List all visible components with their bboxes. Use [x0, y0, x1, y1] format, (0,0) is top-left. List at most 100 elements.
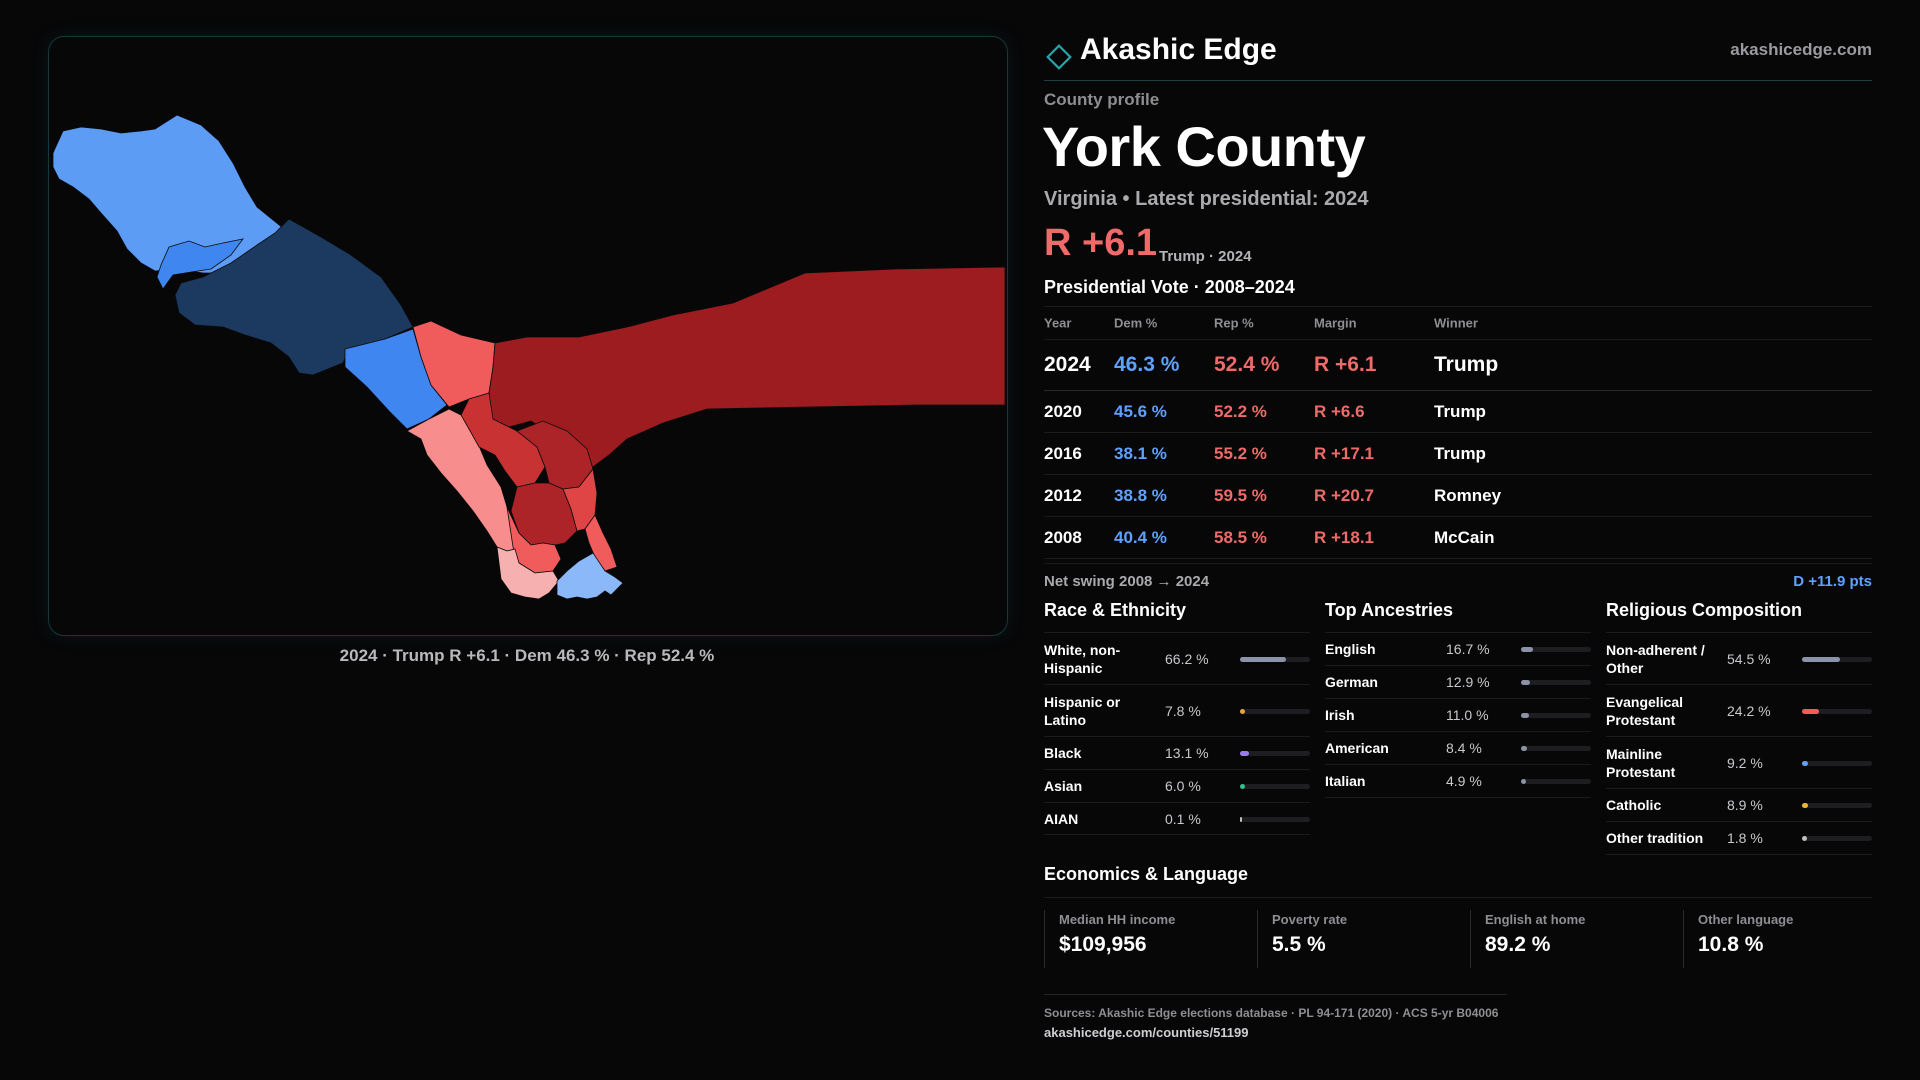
share-bar-track: [1521, 746, 1591, 751]
margin-cell: R +17.1: [1314, 443, 1375, 463]
county-map[interactable]: [48, 36, 1008, 636]
page-title: York County: [1042, 115, 1366, 178]
demo-label: American: [1325, 740, 1389, 756]
share-bar-fill: [1240, 656, 1287, 662]
religion-section: Religious Composition Non-adherent / Oth…: [1606, 600, 1872, 855]
share-bar-fill: [1802, 656, 1841, 662]
county-permalink[interactable]: akashicedge.com/counties/51199: [1044, 1025, 1249, 1040]
brand-name: Akashic Edge: [1080, 33, 1277, 66]
demo-percent: 9.2 %: [1727, 754, 1763, 771]
precinct-map-svg: [52, 114, 1006, 600]
religion-section-title: Religious Composition: [1606, 600, 1872, 633]
map-precinct[interactable]: [556, 552, 624, 600]
margin-cell: R +6.6: [1314, 401, 1365, 421]
map-precinct[interactable]: [344, 328, 448, 430]
demo-label: AIAN: [1044, 810, 1079, 827]
share-bar-track: [1521, 779, 1591, 784]
demo-label: Italian: [1325, 773, 1366, 789]
net-swing-label: Net swing 2008 → 2024: [1044, 573, 1210, 590]
headline-note: Trump · 2024: [1159, 248, 1252, 265]
demo-label: Non-adherent / Other: [1606, 641, 1705, 676]
year-cell: 2012: [1044, 485, 1082, 505]
county-subtitle: Virginia • Latest presidential: 2024: [1044, 188, 1369, 210]
net-swing: Net swing 2008 → 2024 D +11.9 pts: [1044, 563, 1872, 594]
map-precinct[interactable]: [174, 218, 414, 376]
demo-percent: 12.9 %: [1446, 674, 1490, 690]
table-header-row: Year Dem % Rep % Margin Winner: [1044, 307, 1872, 340]
share-bar-fill: [1521, 680, 1531, 685]
rep-cell: 52.4 %: [1214, 353, 1280, 376]
header: Akashic Edge akashicedge.com: [1044, 28, 1872, 81]
ancestry-rows: English 16.7 % German 12.9 % Irish 11.0 % Amer…: [1325, 633, 1591, 798]
votes-section-title: Presidential Vote · 2008–2024: [1044, 277, 1295, 297]
share-bar-track: [1802, 656, 1872, 662]
header-margin: Margin: [1314, 315, 1357, 331]
year-cell: 2016: [1044, 443, 1082, 463]
econ-label: Median HH income: [1059, 912, 1176, 927]
demo-label: Mainline Protestant: [1606, 745, 1676, 780]
demo-label: Black: [1044, 745, 1082, 761]
winner-cell: McCain: [1434, 527, 1495, 547]
list-item: Other tradition 1.8 %: [1606, 822, 1872, 855]
share-bar-fill: [1521, 746, 1527, 751]
race-rows: White, non-Hispanic 66.2 % Hispanic or Lat…: [1044, 633, 1310, 835]
demo-percent: 8.4 %: [1446, 740, 1482, 756]
demo-percent: 6.0 %: [1165, 778, 1201, 794]
list-item: Non-adherent / Other 54.5 %: [1606, 633, 1872, 685]
demo-label: Evangelical Protestant: [1606, 693, 1684, 728]
table-row: 2020 45.6 % 52.2 % R +6.6 Trump: [1044, 391, 1872, 433]
share-bar-track: [1802, 836, 1872, 841]
margin-cell: R +18.1: [1314, 527, 1375, 547]
profile-kicker: County profile: [1044, 90, 1160, 109]
demo-label: Asian: [1044, 778, 1083, 794]
table-row: 2024 46.3 % 52.4 % R +6.1 Trump: [1044, 340, 1872, 391]
rep-cell: 52.2 %: [1214, 401, 1267, 421]
share-bar-track: [1802, 803, 1872, 808]
map-caption: 2024 · Trump R +6.1 · Dem 46.3 % · Rep 5…: [339, 646, 715, 665]
margin-cell: R +20.7: [1314, 485, 1375, 505]
share-bar-track: [1240, 751, 1310, 756]
share-bar-fill: [1521, 779, 1526, 784]
list-item: Italian 4.9 %: [1325, 765, 1591, 798]
share-bar-track: [1802, 760, 1872, 766]
share-bar-fill: [1240, 708, 1246, 714]
ancestry-section-title: Top Ancestries: [1325, 600, 1591, 633]
demo-label: White, non-Hispanic: [1044, 641, 1121, 676]
list-item: Evangelical Protestant 24.2 %: [1606, 685, 1872, 737]
econ-card: English at home 89.2 %: [1470, 910, 1687, 968]
economics-section-title: Economics & Language: [1044, 864, 1872, 898]
list-item: English 16.7 %: [1325, 633, 1591, 666]
brand-url-link[interactable]: akashicedge.com: [1730, 40, 1872, 59]
winner-cell: Romney: [1434, 485, 1502, 505]
econ-card: Other language 10.8 %: [1683, 910, 1900, 968]
econ-card: Poverty rate 5.5 %: [1257, 910, 1474, 968]
dem-cell: 38.1 %: [1114, 443, 1167, 463]
list-item: AIAN 0.1 %: [1044, 803, 1310, 835]
share-bar-fill: [1802, 803, 1809, 808]
header-year: Year: [1044, 315, 1072, 331]
map-precinct[interactable]: [156, 238, 244, 290]
votes-table: Year Dem % Rep % Margin Winner 2024 46.3…: [1044, 306, 1872, 559]
econ-label: English at home: [1485, 912, 1586, 927]
share-bar-fill: [1240, 751, 1250, 756]
dem-cell: 38.8 %: [1114, 485, 1167, 505]
winner-cell: Trump: [1434, 401, 1486, 421]
demo-percent: 54.5 %: [1727, 650, 1771, 667]
demo-percent: 7.8 %: [1165, 702, 1201, 719]
share-bar-fill: [1240, 816, 1242, 822]
share-bar-track: [1521, 680, 1591, 685]
demo-percent: 24.2 %: [1727, 702, 1771, 719]
econ-value: 89.2 %: [1485, 933, 1551, 956]
table-row: 2016 38.1 % 55.2 % R +17.1 Trump: [1044, 433, 1872, 475]
list-item: German 12.9 %: [1325, 666, 1591, 699]
demo-percent: 16.7 %: [1446, 641, 1490, 657]
list-item: Mainline Protestant 9.2 %: [1606, 737, 1872, 789]
demo-percent: 11.0 %: [1446, 707, 1489, 723]
dem-cell: 46.3 %: [1114, 353, 1180, 376]
header-dem: Dem %: [1114, 315, 1158, 331]
share-bar-fill: [1802, 836, 1807, 841]
map-precinct[interactable]: [584, 514, 618, 572]
econ-value: 10.8 %: [1698, 933, 1764, 956]
share-bar-track: [1521, 713, 1591, 718]
share-bar-fill: [1521, 713, 1529, 718]
